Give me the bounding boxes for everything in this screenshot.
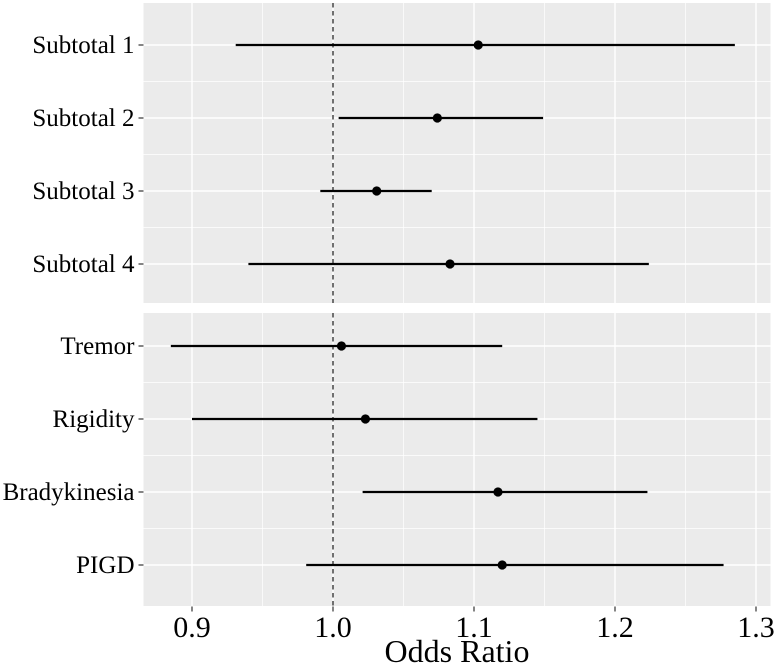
odds-ratio-point xyxy=(432,113,442,123)
x-axis-title: Odds Ratio xyxy=(384,633,530,665)
row-label: Rigidity xyxy=(53,406,135,433)
row-label: Subtotal 3 xyxy=(32,178,134,205)
x-axis-tick-label: 1.2 xyxy=(596,611,634,644)
odds-ratio-point xyxy=(493,487,503,497)
panel-background xyxy=(143,313,771,606)
odds-ratio-point xyxy=(473,40,483,50)
odds-ratio-point xyxy=(372,186,382,196)
odds-ratio-point xyxy=(360,414,371,424)
x-axis-tick-label: 1.1 xyxy=(455,611,493,644)
row-label: PIGD xyxy=(76,552,134,579)
x-axis-tick-label: 1.0 xyxy=(314,611,352,644)
row-label: Subtotal 1 xyxy=(32,32,134,59)
panel-background xyxy=(143,3,771,303)
odds-ratio-point xyxy=(336,341,347,351)
row-label: Subtotal 4 xyxy=(32,251,135,278)
odds-ratio-point xyxy=(497,560,507,570)
row-label: Tremor xyxy=(60,333,135,360)
row-label: Subtotal 2 xyxy=(32,105,134,132)
x-axis-tick-label: 0.9 xyxy=(173,611,211,644)
row-label: Bradykinesia xyxy=(3,479,135,506)
odds-ratio-point xyxy=(445,259,455,269)
x-axis-tick-label: 1.3 xyxy=(737,611,775,644)
